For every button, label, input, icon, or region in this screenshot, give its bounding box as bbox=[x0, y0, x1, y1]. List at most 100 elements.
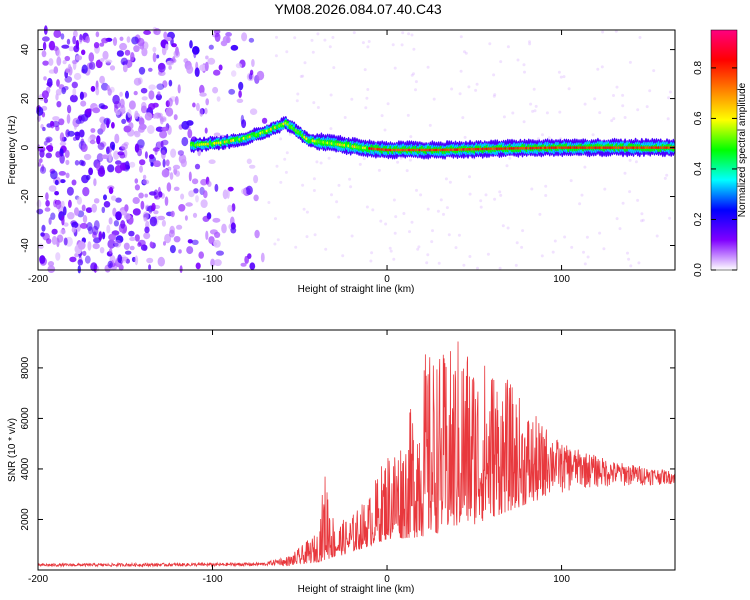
spectrogram-cell bbox=[458, 92, 462, 96]
spectrogram-cell bbox=[140, 200, 145, 210]
spectrogram-cell bbox=[515, 241, 519, 245]
spectrogram-cell bbox=[81, 204, 86, 212]
spectrogram-cell bbox=[410, 73, 414, 77]
spectrogram-cell bbox=[316, 32, 320, 36]
spectrogram-cell bbox=[128, 100, 136, 110]
spectrogram-cell bbox=[48, 40, 56, 51]
spectrogram-cell bbox=[212, 86, 219, 94]
spectrogram-cell bbox=[332, 66, 336, 70]
spectrogram-cell bbox=[101, 206, 106, 214]
spectrogram-cell bbox=[149, 216, 158, 227]
spectrogram-cell bbox=[75, 119, 82, 125]
spectrogram-cell bbox=[142, 174, 147, 180]
spectrogram-cell bbox=[249, 164, 256, 169]
spectrogram-cell bbox=[544, 194, 548, 197]
spectrogram-cell bbox=[209, 229, 218, 235]
spectrogram-cell bbox=[173, 186, 180, 191]
spectrogram-cell bbox=[426, 253, 430, 257]
spectrogram-cell bbox=[74, 207, 79, 216]
spectrogram-cell bbox=[213, 69, 221, 76]
spectrogram-cell bbox=[612, 117, 616, 121]
spectrogram-cell bbox=[93, 220, 100, 231]
spectrogram-cell bbox=[637, 261, 641, 265]
spectrogram-cell bbox=[327, 156, 331, 160]
spectrogram-cell bbox=[60, 33, 65, 40]
spectrogram-cell bbox=[551, 250, 555, 254]
spectrogram-cell bbox=[36, 199, 42, 208]
spectrogram-cell bbox=[77, 259, 84, 266]
spectrogram-cell bbox=[114, 133, 120, 144]
spectrogram-cell bbox=[113, 220, 119, 227]
spectrogram-cell bbox=[108, 217, 113, 225]
spectrogram-cell bbox=[468, 192, 472, 196]
spectrogram-cell bbox=[109, 65, 116, 71]
spectrogram-cell bbox=[73, 30, 78, 38]
spectrogram-cell bbox=[43, 76, 47, 81]
spectrogram-cell bbox=[90, 128, 96, 133]
spectrogram-cell bbox=[127, 108, 132, 118]
spectrogram-cell bbox=[42, 36, 50, 42]
spectrogram-cell bbox=[115, 211, 122, 221]
spectrogram-cell bbox=[366, 45, 370, 49]
spectrogram-cell bbox=[36, 208, 44, 215]
colorbar-gradient bbox=[710, 29, 738, 271]
spectrogram-cell bbox=[167, 97, 173, 107]
spectrogram-cell bbox=[545, 111, 549, 115]
spectrogram-cell bbox=[228, 88, 236, 95]
spectrogram-cell bbox=[188, 171, 192, 182]
spectrogram-cell bbox=[655, 234, 659, 238]
spectrogram-cell bbox=[138, 117, 145, 126]
spectrogram-cell bbox=[394, 215, 398, 219]
spectrogram-cell bbox=[430, 240, 434, 244]
spectrogram-cell bbox=[172, 164, 181, 170]
spectrogram-cell bbox=[516, 58, 520, 62]
spectrogram-cell bbox=[81, 64, 88, 74]
spectrogram-cell bbox=[90, 262, 98, 272]
spectrogram-cell bbox=[213, 29, 221, 34]
spectrogram-cell bbox=[89, 139, 96, 145]
spectrogram-cell bbox=[238, 81, 244, 91]
spectrogram-cell bbox=[362, 157, 366, 161]
spectrogram-cell bbox=[380, 114, 384, 118]
spectrogram-cell bbox=[159, 116, 164, 125]
spectrogram-cell bbox=[151, 202, 156, 212]
spectrogram-cell bbox=[448, 180, 452, 184]
spectrogram-cell bbox=[148, 154, 155, 160]
spectrogram-cell bbox=[557, 70, 561, 74]
spectrogram-cell bbox=[80, 114, 89, 122]
spectrogram-cell bbox=[96, 153, 104, 163]
spectrogram-cell bbox=[41, 50, 47, 58]
colorbar-label: Normalized spectral amplitude bbox=[737, 82, 748, 217]
spectrogram-cell bbox=[69, 94, 78, 103]
spectrogram-cell bbox=[36, 106, 44, 116]
spectrogram-cell bbox=[544, 184, 548, 188]
spectrogram-cell bbox=[212, 217, 221, 223]
spectrogram-cell bbox=[358, 162, 362, 166]
spectrogram-cell bbox=[493, 93, 497, 97]
spectrogram-cell bbox=[69, 256, 77, 263]
spectrogram-cell bbox=[138, 239, 146, 247]
spectrogram-cell bbox=[41, 224, 46, 232]
spectrogram-cell bbox=[386, 102, 390, 106]
spectrogram-cell bbox=[189, 40, 193, 49]
spectrogram-cell bbox=[161, 149, 166, 160]
spectrogram-cell bbox=[392, 198, 396, 202]
spectrogram-cell bbox=[208, 236, 215, 245]
spectrogram-cell bbox=[199, 92, 207, 97]
spectrogram-cell bbox=[158, 191, 163, 198]
spectrogram-cell bbox=[498, 190, 502, 194]
spectrogram-cell bbox=[621, 104, 625, 108]
spectrogram-cell bbox=[111, 144, 115, 151]
spectrogram-cell bbox=[137, 139, 145, 149]
spectrogram-cell bbox=[601, 30, 605, 34]
spectrogram-cell bbox=[312, 177, 316, 181]
spectrogram-cell bbox=[567, 87, 571, 91]
spectrogram-cell bbox=[88, 167, 93, 176]
spectrogram-cell bbox=[214, 259, 222, 267]
spectrogram-cell bbox=[142, 211, 149, 221]
spectrogram-cell bbox=[261, 117, 268, 124]
spectrogram-cell bbox=[180, 158, 187, 168]
spectrogram-cell bbox=[42, 232, 50, 241]
spectrogram-cell bbox=[158, 63, 166, 70]
snr-x-tick-label: 100 bbox=[553, 574, 570, 585]
